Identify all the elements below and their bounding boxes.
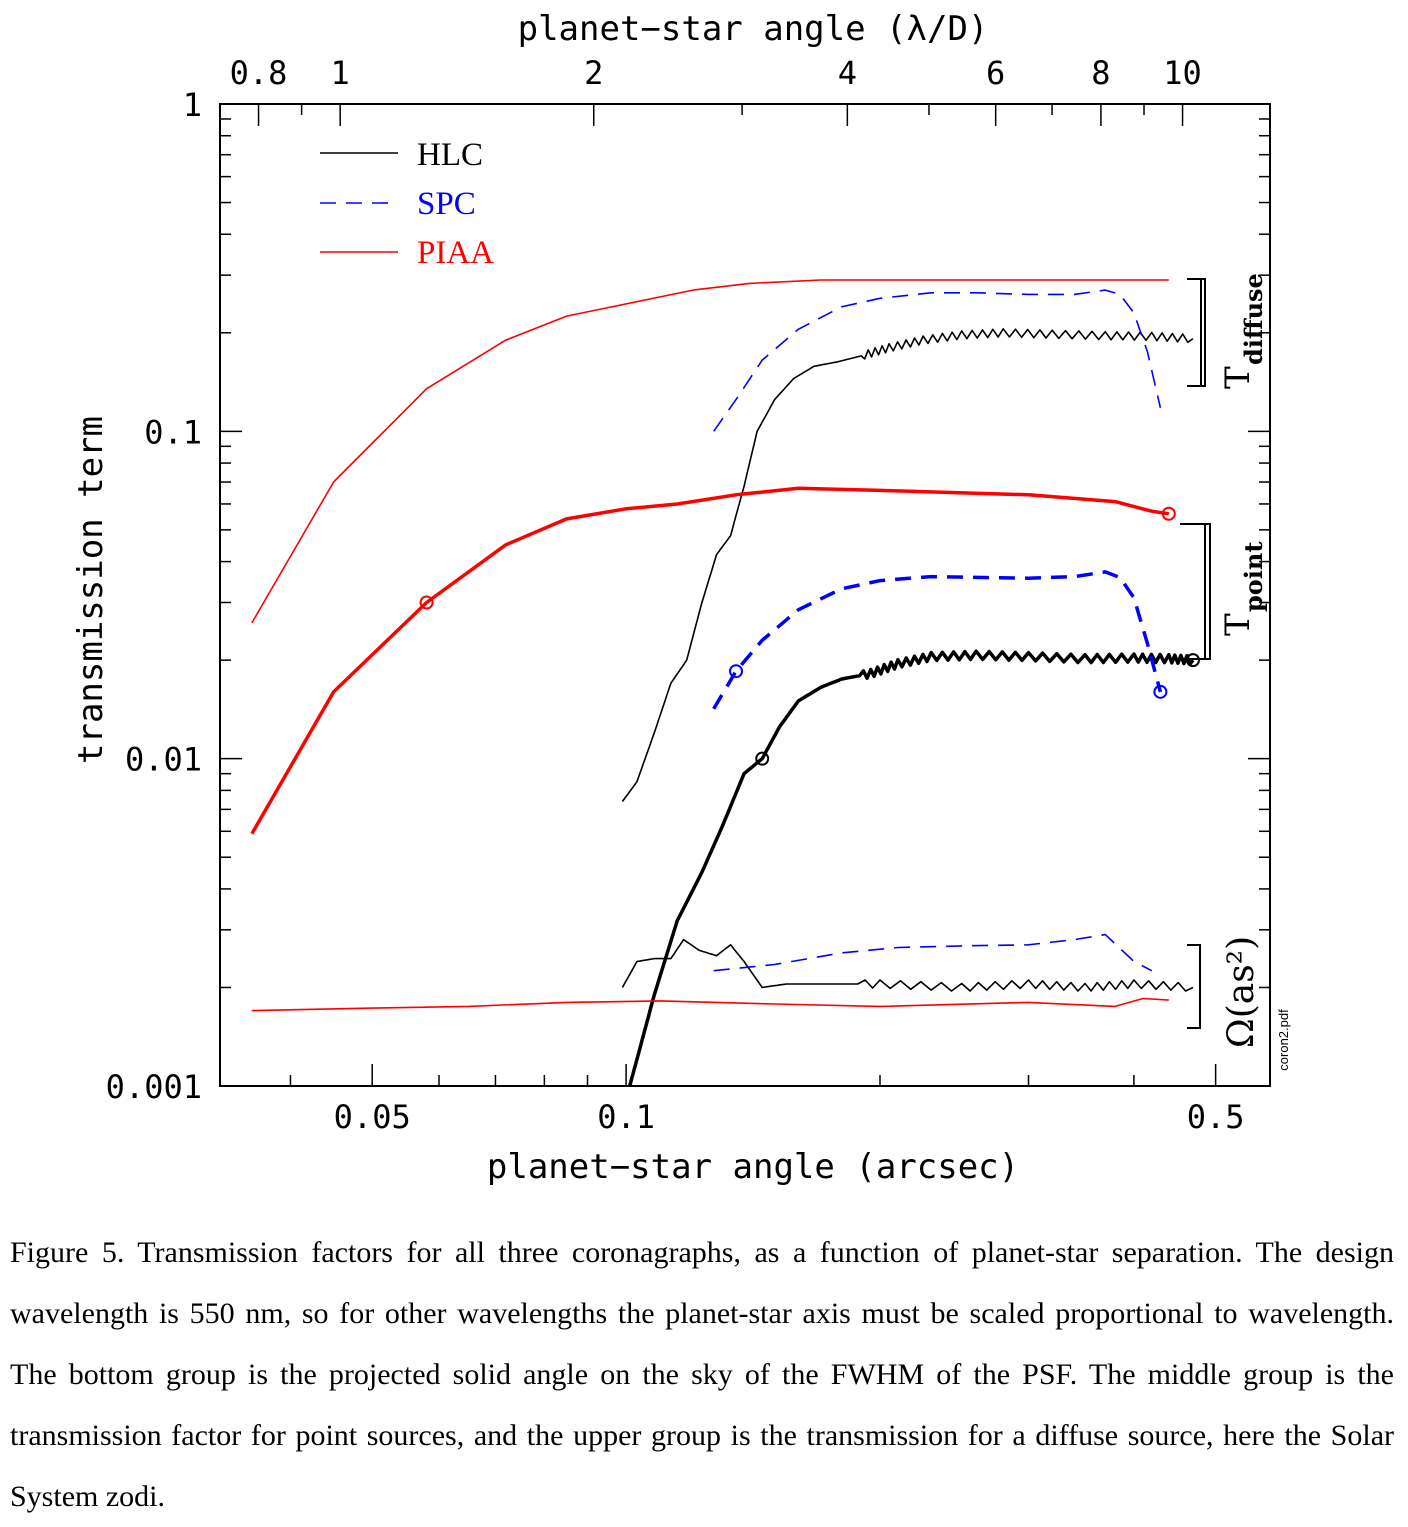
group-brackets: [1180, 278, 1211, 1029]
plot-frame: [219, 103, 1271, 1087]
series-line-spc-diffuse: [713, 289, 1162, 432]
x2-tick-label: 8: [1091, 54, 1110, 92]
bracket-solid-angle: [1187, 944, 1201, 1029]
x-tick-label: 0.1: [597, 1098, 655, 1136]
marker-piaa: [419, 595, 434, 610]
y-tick-label: 0.1: [144, 413, 202, 451]
x2-tick-label: 1: [331, 54, 350, 92]
x2-tick-label: 6: [986, 54, 1005, 92]
x2-tick-label: 2: [584, 54, 603, 92]
bracket-diffuse: [1187, 278, 1206, 387]
figure: 0.001 0.01 0.1 1 0.05 0.1 0.5 0.8 1 2 4 6 8 10 planet…: [71, 9, 1291, 1187]
series-line-spc-point: [712, 570, 1163, 710]
x-tick-label: 0.05: [334, 1098, 411, 1136]
series-line-piaa-solid-angle: [251, 997, 1169, 1012]
y-tick-label: 1: [183, 86, 202, 124]
x2-tick-label: 10: [1163, 54, 1202, 92]
legend-label-piaa: PIAA: [417, 235, 494, 271]
x-tick-label: 0.5: [1187, 1098, 1245, 1136]
series-line-piaa-diffuse: [251, 279, 1169, 624]
label-t-diffuse: T diffuse: [1218, 273, 1268, 389]
series-lines: [250, 279, 1200, 1087]
legend: HLC SPC PIAA: [320, 137, 494, 271]
figure-caption: Figure 5. Transmission factors for all t…: [10, 1236, 1394, 1513]
legend-label-spc: SPC: [417, 186, 476, 222]
legend-label-hlc: HLC: [417, 137, 483, 173]
tick-marks: [220, 103, 1270, 1087]
end-marker-spc: [1153, 684, 1168, 699]
x-axis-title: planet−star angle (arcsec): [487, 1147, 1019, 1187]
series-line-spc-solid-angle: [713, 933, 1153, 972]
bracket-point: [1180, 523, 1211, 660]
label-t-diffuse-main: T: [1218, 366, 1258, 389]
x2-tick-label: 4: [838, 54, 857, 92]
y-tick-label: 0.001: [106, 1068, 202, 1106]
label-t-point: T point: [1218, 542, 1268, 636]
series-line-piaa-point: [250, 486, 1170, 835]
x2-tick-label: 0.8: [230, 54, 288, 92]
label-t-point-main: T: [1218, 613, 1258, 636]
y-axis-title: transmission term: [71, 416, 111, 764]
series-line-hlc-diffuse: [621, 328, 1194, 802]
chart-svg: 0.001 0.01 0.1 1 0.05 0.1 0.5 0.8 1 2 4 6 8 10 planet…: [71, 9, 1291, 1187]
marker-hlc: [755, 751, 770, 766]
series-line-hlc-point: [628, 649, 1195, 1087]
end-marker-piaa: [1161, 506, 1176, 521]
end-marker-hlc: [1185, 653, 1200, 668]
y-tick-label: 0.01: [125, 741, 202, 779]
tick-labels: 0.001 0.01 0.1 1 0.05 0.1 0.5 0.8 1 2 4 6 8 10: [106, 54, 1245, 1136]
label-solid-angle: Ω(as²): [1221, 936, 1262, 1048]
marker-spc: [729, 664, 744, 679]
file-label: coron2.pdf: [1276, 1009, 1291, 1071]
label-t-point-sub: point: [1239, 542, 1268, 612]
x2-axis-title: planet−star angle (λ/D): [518, 9, 989, 49]
label-t-diffuse-sub: diffuse: [1239, 273, 1268, 365]
series-line-hlc-solid-angle: [621, 938, 1194, 992]
